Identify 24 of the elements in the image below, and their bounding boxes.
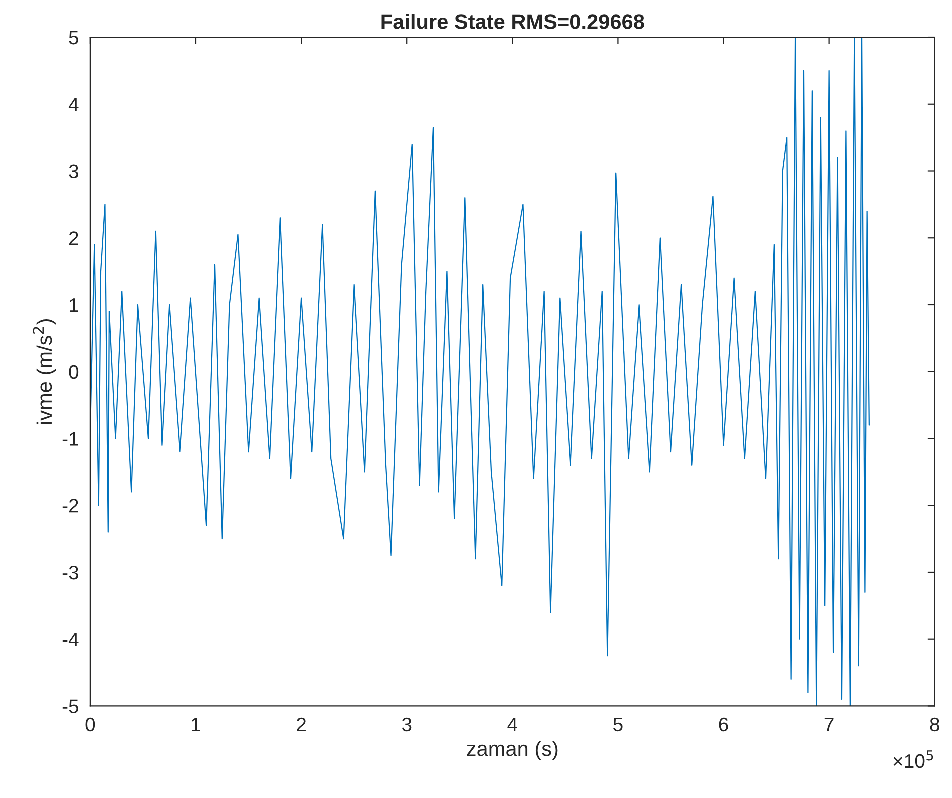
y-tick-label: -4: [62, 633, 79, 646]
y-tick-label: 4: [68, 98, 79, 112]
y-tick-label: -2: [62, 499, 78, 513]
x-tick-label: 7: [824, 718, 834, 732]
x-tick-label: 8: [930, 718, 940, 732]
x-tick-label: 4: [508, 718, 518, 732]
y-tick-label: 3: [69, 164, 78, 178]
y-tick-label: 2: [69, 232, 78, 246]
x-tick-label: 3: [402, 718, 412, 732]
chart-title: Failure State RMS=0.29668: [382, 14, 644, 30]
x-tick-label: 1: [192, 718, 200, 732]
y-tick-label: 5: [69, 31, 79, 45]
y-tick-label: -5: [62, 700, 79, 714]
y-tick-label: -1: [62, 432, 78, 446]
x-tick-label: 0: [86, 718, 96, 732]
text: ×10$^{5}$: [894, 750, 934, 768]
y-tick-label: 0: [69, 365, 79, 380]
y-tick-label: 1: [70, 298, 78, 312]
x-tick-label: 2: [297, 718, 306, 732]
y-axis-title: ivme (m/s$^{2}$): [33, 320, 56, 424]
y-tick-label: -3: [62, 566, 78, 580]
x-tick-label: 6: [719, 718, 728, 732]
x-axis-title: zaman (s): [467, 741, 558, 760]
x-tick-label: 5: [614, 718, 623, 732]
